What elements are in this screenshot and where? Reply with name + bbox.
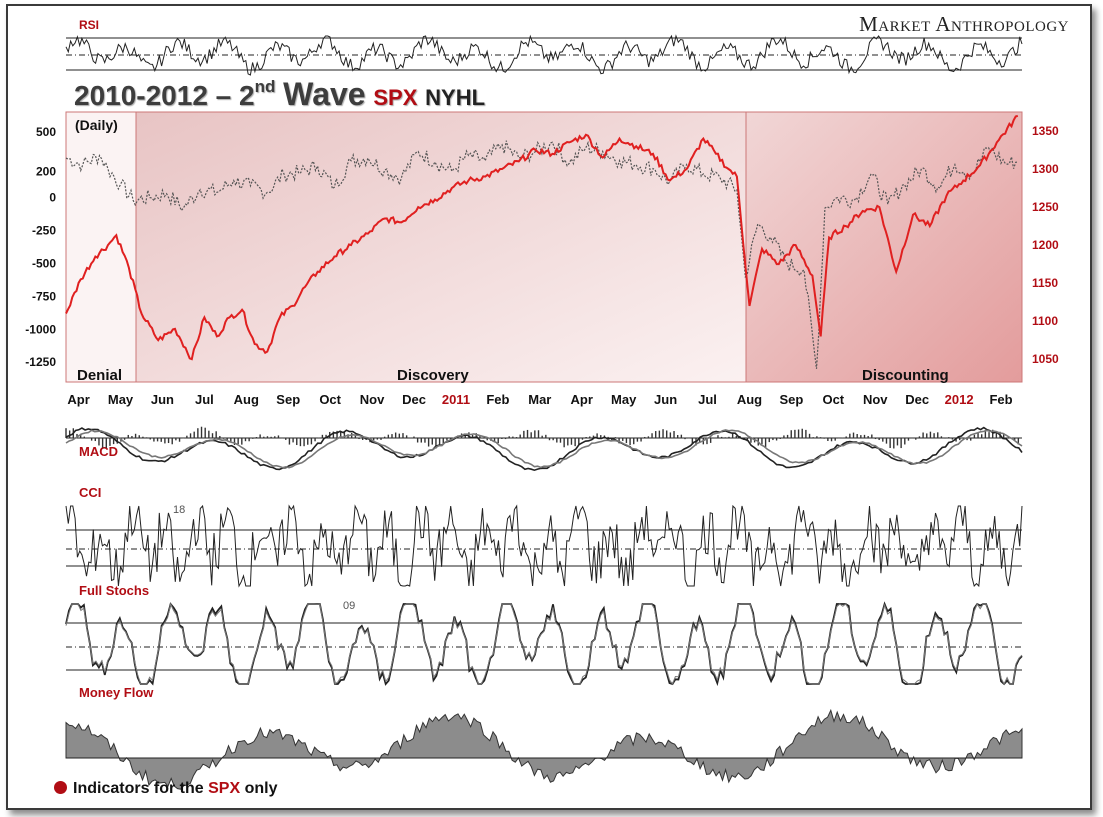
money-flow-area [65, 708, 1023, 790]
phase-discovery-label: Discovery [397, 367, 469, 384]
right-tick-label: 1150 [1032, 276, 1058, 290]
x-tick-label: Dec [905, 392, 929, 407]
phase-denial-bg [65, 111, 137, 383]
x-tick-label: Apr [67, 392, 89, 407]
nyhl-series-line [65, 140, 1018, 369]
macd-label: MACD [79, 444, 118, 459]
x-tick-label: 2011 [442, 392, 470, 407]
phase-discounting-bg [745, 111, 1023, 383]
x-tick-label: Mar [528, 392, 551, 407]
x-tick-label: Sep [779, 392, 803, 407]
main-lines [65, 114, 1019, 369]
stochs-d-line [65, 602, 1023, 686]
daily-label: (Daily) [75, 117, 118, 133]
right-tick-label: 1300 [1032, 162, 1059, 176]
macd-line [65, 426, 1023, 472]
macd-panel [65, 426, 1023, 472]
x-tick-label: Apr [571, 392, 593, 407]
left-tick-label: -250 [32, 224, 56, 238]
left-tick-label: -1000 [25, 322, 56, 336]
footer-prefix: Indicators for the [73, 780, 209, 797]
stochs-panel [65, 601, 1023, 687]
stochs-label: Full Stochs [79, 583, 149, 598]
right-tick-label: 1200 [1032, 238, 1059, 252]
x-tick-label: Oct [822, 392, 844, 407]
title-years: 2010-2012 – 2 [74, 80, 255, 111]
left-tick-label: -1250 [25, 355, 56, 369]
x-tick-label: Jun [654, 392, 677, 407]
x-tick-label: Feb [486, 392, 509, 407]
right-tick-label: 1050 [1032, 352, 1059, 366]
right-tick-label: 1250 [1032, 200, 1059, 214]
title-sup: nd [254, 76, 276, 96]
cci-line [65, 504, 1023, 588]
spx-series-line [65, 114, 1019, 361]
x-tick-label: Aug [737, 392, 762, 407]
left-tick-label: 0 [49, 191, 56, 205]
left-tick-label: -500 [32, 256, 56, 270]
footer-spx: SPX [208, 780, 241, 797]
x-tick-label: Jul [195, 392, 214, 407]
x-tick-label: May [108, 392, 134, 407]
money-flow-label: Money Flow [79, 685, 154, 700]
x-tick-label: 2012 [945, 392, 974, 407]
stochs-marker: 09 [343, 600, 355, 612]
x-tick-label: Sep [276, 392, 300, 407]
title-nyhl: NYHL [425, 85, 486, 110]
cci-panel [65, 504, 1023, 588]
title-spx: SPX [373, 85, 418, 110]
x-axis-ticks: Apr May Jun Jul Aug Sep Oct Nov Dec 2011 Feb Mar Apr… [67, 392, 1012, 407]
x-tick-label: Dec [402, 392, 426, 407]
left-tick-label: 200 [36, 164, 56, 178]
phase-discounting-label: Discounting [862, 367, 949, 384]
footer-note: Indicators for the SPX only [54, 780, 277, 798]
money-flow-panel [65, 708, 1023, 790]
x-tick-label: May [611, 392, 637, 407]
x-tick-label: Aug [234, 392, 259, 407]
brand-label: Market Anthropology [859, 12, 1069, 36]
x-tick-label: Nov [360, 392, 385, 407]
rsi-label: RSI [79, 18, 99, 32]
cci-label: CCI [79, 485, 101, 500]
bullet-icon [54, 781, 67, 794]
rsi-line [65, 34, 1023, 76]
left-tick-label: 500 [36, 125, 56, 139]
left-tick-label: -750 [32, 289, 56, 303]
x-tick-label: Jun [151, 392, 174, 407]
phase-discovery-bg [135, 111, 747, 383]
rsi-panel [65, 34, 1023, 76]
right-tick-label: 1350 [1032, 124, 1059, 138]
x-tick-label: Oct [319, 392, 341, 407]
right-axis-ticks: 1350 1300 1250 1200 1150 1100 1050 [1032, 124, 1059, 366]
left-axis-ticks: 500 200 0 -250 -500 -750 -1000 -1250 [25, 125, 56, 369]
chart-title: 2010-2012 – 2nd Wave SPX NYHL [74, 76, 485, 113]
right-tick-label: 1100 [1032, 314, 1058, 328]
cci-marker: 18 [173, 504, 185, 516]
x-tick-label: Jul [698, 392, 717, 407]
macd-signal-line [65, 429, 1023, 469]
x-tick-label: Feb [989, 392, 1012, 407]
footer-suffix: only [240, 780, 278, 797]
title-wave: Wave [283, 76, 366, 112]
phase-denial-label: Denial [77, 367, 122, 384]
x-tick-label: Nov [863, 392, 888, 407]
